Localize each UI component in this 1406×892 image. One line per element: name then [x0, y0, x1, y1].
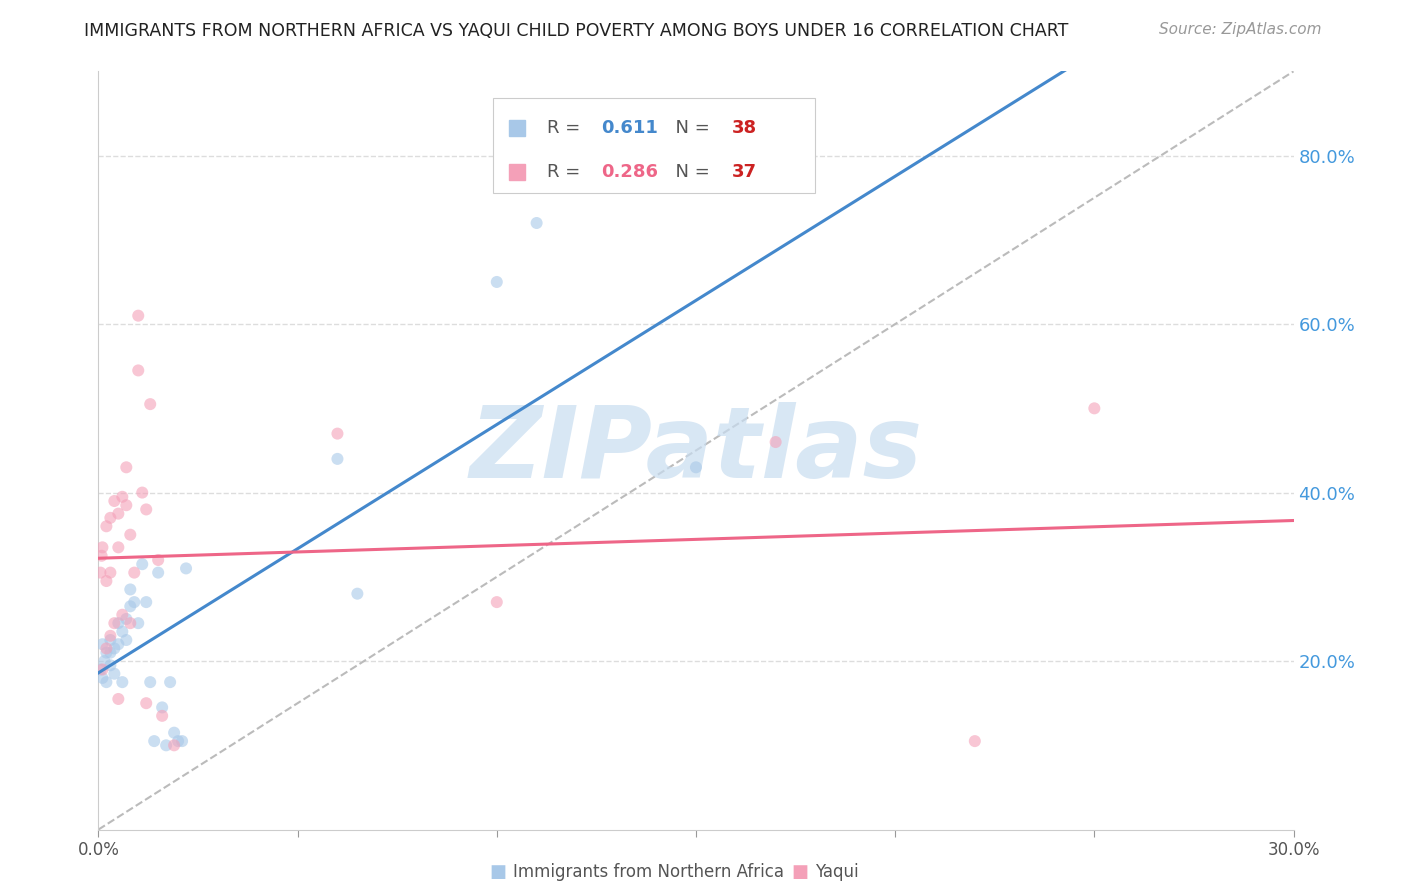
Point	[115, 633, 138, 648]
Point	[120, 527, 142, 541]
Point	[91, 671, 114, 685]
Text: N =: N =	[664, 120, 716, 137]
Point	[91, 541, 114, 555]
Point	[107, 692, 129, 706]
Point	[346, 587, 368, 601]
Point	[148, 553, 170, 567]
Point	[135, 502, 157, 516]
Point	[120, 582, 142, 597]
Text: Source: ZipAtlas.com: Source: ZipAtlas.com	[1159, 22, 1322, 37]
Point	[115, 460, 138, 475]
Point	[90, 549, 112, 563]
Point	[107, 637, 129, 651]
Point	[485, 275, 508, 289]
Point	[163, 725, 186, 739]
Point	[107, 616, 129, 631]
Point	[103, 616, 125, 631]
Point	[765, 435, 787, 450]
Point	[98, 566, 122, 580]
Point	[111, 624, 134, 639]
Point	[143, 734, 166, 748]
Point	[96, 574, 118, 588]
Point	[163, 739, 186, 753]
Point	[103, 641, 125, 656]
Point	[91, 637, 114, 651]
Point	[111, 490, 134, 504]
Text: Immigrants from Northern Africa: Immigrants from Northern Africa	[513, 863, 785, 881]
Point	[98, 646, 122, 660]
Text: Yaqui: Yaqui	[815, 863, 859, 881]
Text: 38: 38	[733, 120, 756, 137]
Point	[150, 700, 173, 714]
Point	[174, 561, 197, 575]
Point	[131, 557, 153, 572]
Point	[131, 485, 153, 500]
Text: N =: N =	[664, 163, 716, 181]
Text: R =: R =	[547, 163, 585, 181]
Point	[111, 675, 134, 690]
Point	[98, 629, 122, 643]
Point	[98, 633, 122, 648]
Point	[103, 494, 125, 508]
Point	[96, 646, 118, 660]
Point	[127, 309, 149, 323]
Text: ■: ■	[489, 863, 506, 881]
Point	[107, 507, 129, 521]
Point	[120, 616, 142, 631]
Point	[127, 616, 149, 631]
Point	[98, 658, 122, 673]
Point	[111, 607, 134, 622]
Point	[326, 426, 349, 441]
Point	[91, 663, 114, 677]
Point	[963, 734, 986, 748]
Point	[139, 397, 162, 411]
Point	[127, 363, 149, 377]
Point	[150, 708, 173, 723]
Point	[124, 595, 146, 609]
Point	[124, 566, 146, 580]
FancyBboxPatch shape	[494, 98, 815, 193]
Point	[135, 595, 157, 609]
Point	[96, 675, 118, 690]
Point	[96, 641, 118, 656]
Point	[89, 663, 111, 677]
Text: IMMIGRANTS FROM NORTHERN AFRICA VS YAQUI CHILD POVERTY AMONG BOYS UNDER 16 CORRE: IMMIGRANTS FROM NORTHERN AFRICA VS YAQUI…	[84, 22, 1069, 40]
Point	[685, 460, 707, 475]
Point	[103, 666, 125, 681]
Point	[148, 566, 170, 580]
Point	[107, 541, 129, 555]
Point	[172, 734, 194, 748]
Point	[115, 612, 138, 626]
Point	[526, 216, 548, 230]
Point	[135, 696, 157, 710]
Point	[98, 511, 122, 525]
Point	[139, 675, 162, 690]
Point	[93, 654, 115, 668]
Text: 0.611: 0.611	[602, 120, 658, 137]
Point	[326, 451, 349, 466]
Point	[1083, 401, 1105, 416]
Text: 37: 37	[733, 163, 756, 181]
Point	[167, 734, 190, 748]
Text: ZIPatlas: ZIPatlas	[470, 402, 922, 499]
Text: R =: R =	[547, 120, 585, 137]
Text: 0.286: 0.286	[602, 163, 658, 181]
Point	[96, 519, 118, 533]
Point	[159, 675, 181, 690]
Text: ■: ■	[792, 863, 808, 881]
Point	[120, 599, 142, 614]
Point	[155, 739, 177, 753]
Point	[485, 595, 508, 609]
Point	[115, 498, 138, 512]
Point	[89, 566, 111, 580]
